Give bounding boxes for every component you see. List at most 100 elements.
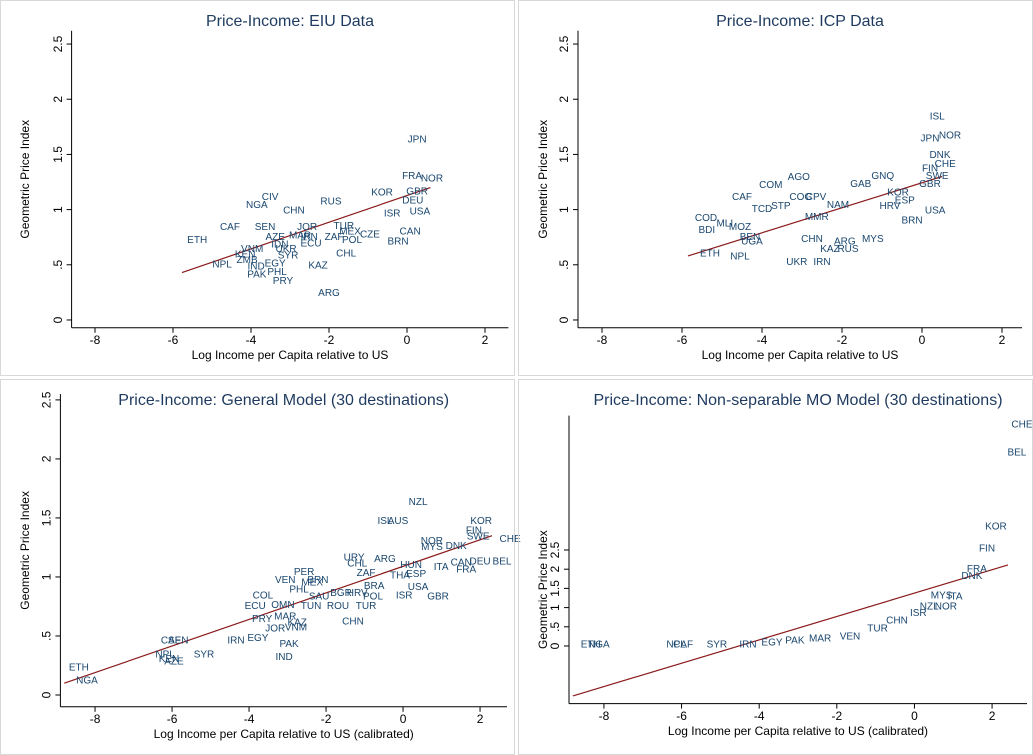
point-label: NPL (666, 639, 686, 650)
point-label: PAK (279, 639, 299, 650)
y-tick-label: 2 (548, 566, 562, 573)
x-tick-label: -2 (324, 333, 335, 347)
point-label: IND (275, 652, 292, 663)
point-label: CAF (732, 192, 752, 203)
point-label: CAN (400, 226, 421, 237)
point-label: MAR (289, 231, 311, 242)
point-label: BRA (364, 581, 385, 592)
point-label: FIN (466, 526, 482, 537)
point-label: IRN (227, 635, 244, 646)
point-label: TUR (867, 623, 888, 634)
point-label: GBR (427, 592, 449, 603)
point-label: THA (390, 570, 410, 581)
point-label: EGY (265, 258, 286, 269)
point-label: CZE (360, 230, 380, 241)
panel-border (0, 0, 515, 376)
point-label: MEX (339, 226, 361, 237)
point-label: DEU (469, 556, 490, 567)
x-tick-label: 2 (477, 712, 484, 726)
point-label: NPL (155, 650, 175, 661)
y-tick-label: .5 (40, 631, 54, 641)
point-label: CAN (451, 557, 472, 568)
point-label: AZE (265, 232, 285, 243)
y-tick-label: 1.5 (51, 146, 65, 163)
point-label: BEL (493, 556, 512, 567)
point-label: DNK (446, 541, 467, 552)
point-label: USA (410, 206, 431, 217)
point-label: ARG (374, 554, 396, 565)
y-tick-label: 2.5 (40, 391, 54, 408)
point-label: ZAF (357, 568, 376, 579)
point-label: FIN (922, 163, 938, 174)
panel-title: Price-Income: Non-separable MO Model (30… (593, 392, 1002, 409)
x-axis-label: Log Income per Capita relative to US (ca… (668, 724, 928, 738)
point-label: ETH (69, 662, 89, 673)
point-label: PHL (267, 267, 287, 278)
point-label: SAU (309, 592, 330, 603)
point-label: SYR (707, 639, 728, 650)
y-axis-label: Geometric Price Index (18, 120, 32, 239)
point-label: CHE (500, 534, 521, 545)
x-tick-label: -8 (597, 333, 608, 347)
y-tick-label: 0 (51, 316, 65, 323)
point-label: VNM (241, 244, 263, 255)
y-tick-label: 1 (557, 206, 571, 213)
point-label: NPL (730, 252, 750, 263)
point-label: NPL (212, 259, 232, 270)
point-label: PER (294, 567, 315, 578)
y-tick-label: 1 (51, 206, 65, 213)
point-label: NGA (76, 675, 98, 686)
point-label: CHN (342, 616, 364, 627)
point-label: CHN (801, 234, 823, 245)
point-label: POL (342, 235, 362, 246)
fit-line (181, 186, 431, 274)
point-label: ROU (327, 601, 349, 612)
point-label: ISR (384, 209, 401, 220)
point-label: DNK (961, 571, 982, 582)
point-label: STP (771, 201, 791, 212)
point-label: VEN (275, 575, 296, 586)
x-tick-label: -4 (246, 333, 257, 347)
point-label: CHL (347, 559, 367, 570)
x-tick-label: 2 (989, 709, 996, 723)
x-tick-label: -6 (677, 333, 688, 347)
point-label: BRN (387, 236, 408, 247)
point-label: COD (695, 213, 717, 224)
point-label: BEN (740, 232, 761, 243)
point-label: SYR (278, 251, 299, 262)
point-label: IRN (739, 639, 756, 650)
point-label: SEN (255, 222, 276, 233)
point-label: ETH (187, 235, 207, 246)
point-label: GNQ (871, 171, 894, 182)
point-label: BRN (307, 575, 328, 586)
point-label: BDI (698, 225, 715, 236)
point-label: JPN (408, 135, 427, 146)
point-label: JOR (265, 624, 285, 635)
point-label: NZL (920, 601, 939, 612)
point-label: VNM (285, 622, 307, 633)
x-tick-label: -4 (244, 712, 255, 726)
y-axis-label: Geometric Price Index (536, 120, 550, 239)
point-label: NAM (827, 200, 849, 211)
point-label: FIN (979, 543, 995, 554)
x-axis-label: Log Income per Capita relative to US (192, 348, 389, 362)
point-label: IND (247, 262, 264, 273)
y-tick-label: .5 (548, 621, 562, 631)
point-label: IDN (271, 240, 288, 251)
point-label: NZL (409, 497, 428, 508)
fit-line (572, 564, 1009, 697)
y-tick-label: 0 (40, 691, 54, 698)
point-label: CHE (935, 159, 956, 170)
x-tick-label: -4 (754, 709, 765, 723)
x-tick-label: -2 (837, 333, 848, 347)
y-axis-label: Geometric Price Index (18, 491, 32, 610)
point-label: SYR (194, 650, 215, 661)
point-label: USA (925, 205, 946, 216)
y-axis-label: Geometric Price Index (536, 530, 550, 649)
point-label: MEX (301, 578, 323, 589)
point-label: KAZ (308, 261, 327, 272)
point-label: MAR (274, 612, 296, 623)
point-label: ESP (895, 195, 915, 206)
x-tick-label: 0 (919, 333, 926, 347)
point-label: DEU (402, 195, 423, 206)
